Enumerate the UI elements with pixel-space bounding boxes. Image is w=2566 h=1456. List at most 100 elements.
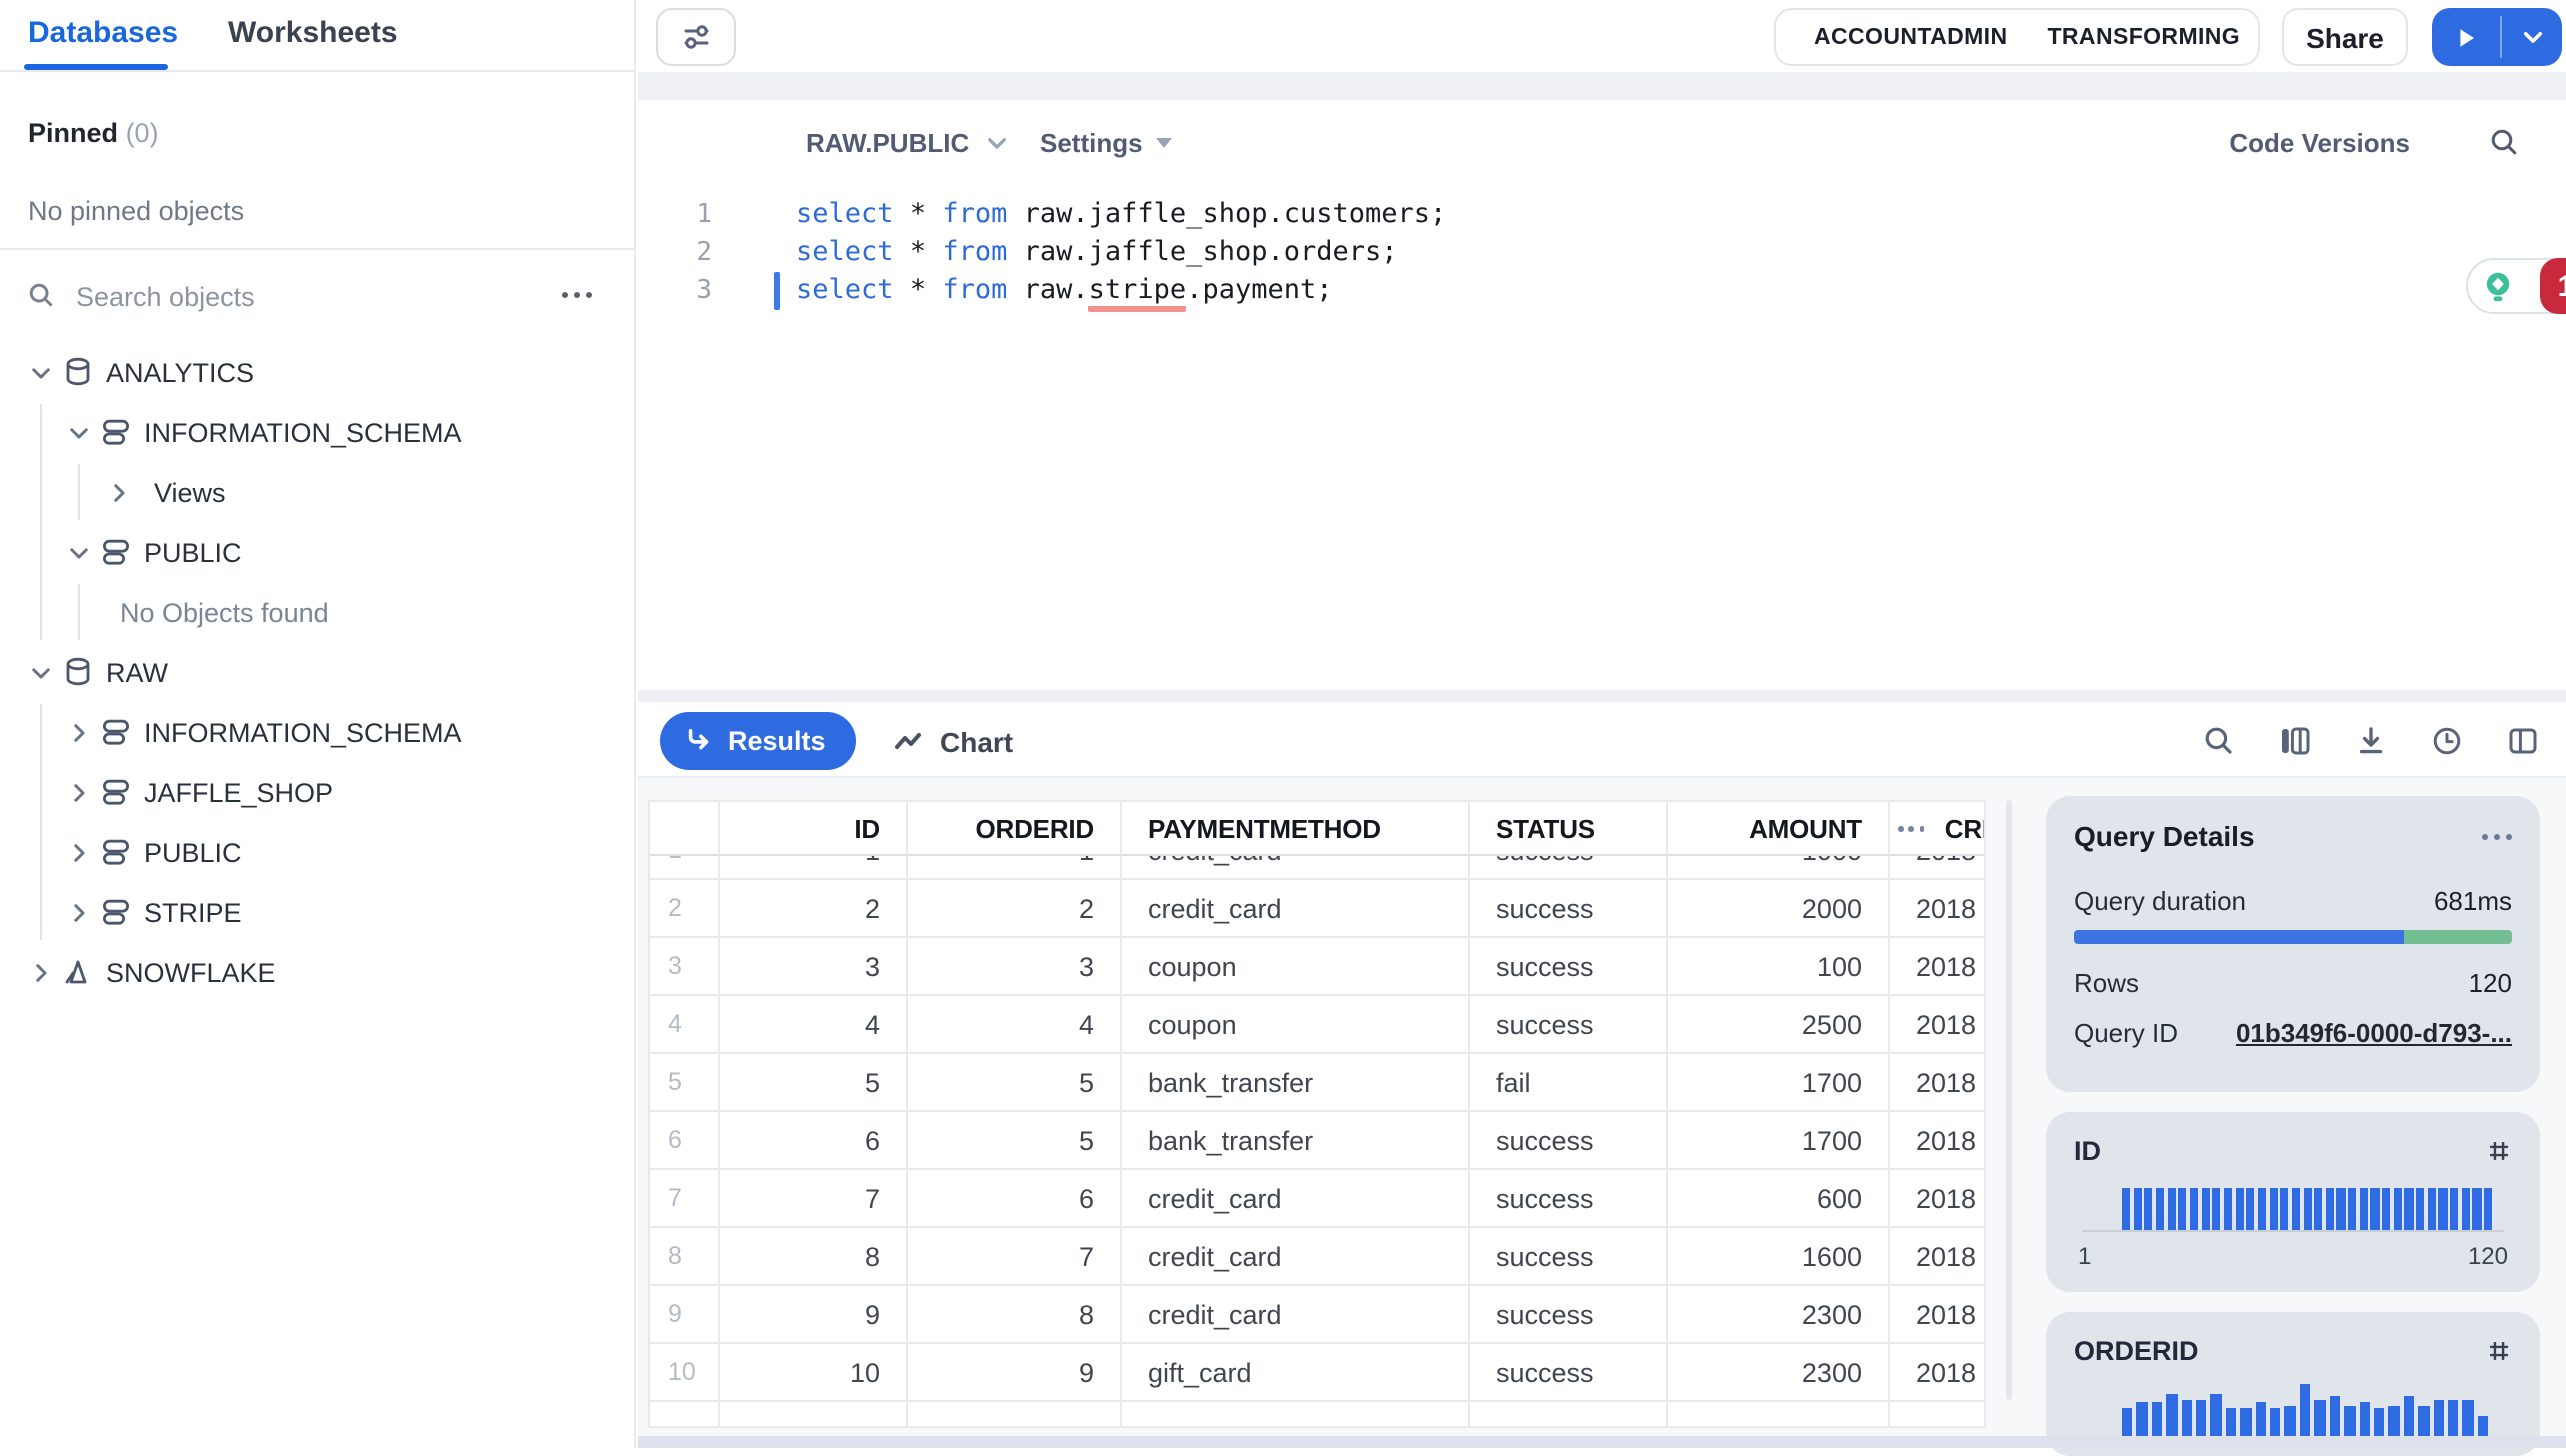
tab-worksheets[interactable]: Worksheets <box>228 16 398 50</box>
editor-search-button[interactable] <box>2488 100 2520 184</box>
sidebar-item-raw-public[interactable]: PUBLIC <box>0 822 636 882</box>
chevron-down-icon[interactable] <box>28 659 54 685</box>
code-line-3[interactable]: select * from raw.stripe.payment; <box>796 272 1333 312</box>
schema-icon <box>100 896 132 928</box>
active-tab-underline <box>24 64 168 70</box>
divider <box>0 248 636 250</box>
numeric-hash-icon <box>2490 1342 2508 1360</box>
sidebar-tabs: Databases Worksheets <box>0 0 634 72</box>
warehouse-label: TRANSFORMING <box>2047 25 2241 49</box>
query-details-menu[interactable] <box>2482 833 2512 839</box>
tab-chart[interactable]: Chart <box>892 712 1013 770</box>
table-row[interactable]: 8 8 7 credit_card success 1600 2018 <box>650 1228 1984 1286</box>
settings-dropdown[interactable]: Settings <box>1040 100 1173 184</box>
table-row[interactable]: 7 7 6 credit_card success 600 2018 <box>650 1170 1984 1228</box>
table-row[interactable]: 10 10 9 gift_card success 2300 2018 <box>650 1344 1984 1402</box>
sidebar-item-jaffle-shop[interactable]: JAFFLE_SHOP <box>0 762 636 822</box>
sliders-icon <box>683 25 708 49</box>
sidebar-item-information-schema[interactable]: INFORMATION_SCHEMA <box>0 402 636 462</box>
line-number: 3 <box>696 276 712 306</box>
run-button[interactable] <box>2432 8 2500 66</box>
rows-row: Rows 120 <box>2074 968 2512 998</box>
role-label: ACCOUNTADMIN <box>1814 25 2008 49</box>
chevron-right-icon[interactable] <box>66 899 92 925</box>
table-row[interactable]: 9 9 8 credit_card success 2300 2018 <box>650 1286 1984 1344</box>
table-row[interactable]: 6 6 5 bank_transfer success 1700 2018 <box>650 1112 1984 1170</box>
sidebar-item-public-analytics[interactable]: PUBLIC <box>0 522 636 582</box>
sidebar-item-raw[interactable]: RAW <box>0 642 636 702</box>
assistant-suggestion-pill[interactable]: 1 <box>2466 258 2566 314</box>
code-line-1[interactable]: select * from raw.jaffle_shop.customers; <box>796 198 1447 230</box>
context-selector[interactable]: ACCOUNTADMIN TRANSFORMING <box>1774 8 2260 66</box>
chevron-down-icon[interactable] <box>28 359 54 385</box>
indent-guide <box>40 704 42 940</box>
main-area: ACCOUNTADMIN TRANSFORMING Share RAW.PUBL… <box>638 0 2566 1456</box>
chevron-right-icon[interactable] <box>66 719 92 745</box>
chevron-right-icon[interactable] <box>66 779 92 805</box>
database-context-dropdown[interactable]: RAW.PUBLIC <box>806 100 1009 184</box>
col-header-status[interactable]: STATUS <box>1470 802 1668 856</box>
sidebar-item-analytics[interactable]: ANALYTICS <box>0 342 636 402</box>
id-stat-title: ID <box>2074 1136 2101 1166</box>
chevron-down-icon[interactable] <box>66 419 92 445</box>
tab-databases[interactable]: Databases <box>28 16 179 50</box>
pinned-count: (0) <box>125 118 159 148</box>
indent-guide <box>78 464 80 520</box>
share-button[interactable]: Share <box>2282 8 2408 66</box>
columns-icon[interactable] <box>2278 724 2312 758</box>
col-header-created[interactable]: CREATED <box>1890 802 1984 856</box>
duration-bar-execution <box>2074 930 2405 944</box>
duration-bar-other <box>2404 930 2512 944</box>
tab-results[interactable]: Results <box>660 712 856 770</box>
col-header-amount[interactable]: AMOUNT <box>1668 802 1890 856</box>
indent-guide <box>40 404 42 640</box>
run-options-button[interactable] <box>2502 8 2562 66</box>
col-header-orderid[interactable]: ORDERID <box>908 802 1122 856</box>
worksheet-filters-button[interactable] <box>656 8 736 66</box>
table-row[interactable]: 4 4 4 coupon success 2500 2018 <box>650 996 1984 1054</box>
lightbulb-icon <box>2482 270 2514 316</box>
column-stats-id-card[interactable]: ID 1 120 <box>2046 1112 2540 1292</box>
table-row[interactable]: 2 2 2 credit_card success 2000 2018 <box>650 880 1984 938</box>
indent-guide <box>78 584 80 640</box>
search-objects-input[interactable] <box>72 272 532 320</box>
split-panel-icon[interactable] <box>2506 724 2540 758</box>
tree-item-label: INFORMATION_SCHEMA <box>144 417 462 447</box>
table-row[interactable]: 3 3 3 coupon success 100 2018 <box>650 938 1984 996</box>
code-versions-button[interactable]: Code Versions <box>2229 127 2410 157</box>
sidebar-item-views[interactable]: Views <box>0 462 636 522</box>
col-header-id[interactable]: ID <box>720 802 908 856</box>
chevron-down-icon[interactable] <box>66 539 92 565</box>
tree-item-label: JAFFLE_SHOP <box>144 777 334 807</box>
line-chart-icon <box>895 732 921 748</box>
table-row-clipped[interactable]: 1 1 1 credit_card success 1000 2018 <box>650 856 1984 880</box>
history-clock-icon[interactable] <box>2430 724 2464 758</box>
table-vertical-scrollbar[interactable] <box>2006 800 2012 1400</box>
chevron-right-icon[interactable] <box>106 479 132 505</box>
tree-item-label: Views <box>154 477 226 507</box>
query-id-link[interactable]: 01b349f6-0000-d793-... <box>2235 1018 2512 1048</box>
search-icon <box>29 283 53 307</box>
table-row[interactable]: 5 5 5 bank_transfer fail 1700 2018 <box>650 1054 1984 1112</box>
column-menu-dots-icon[interactable] <box>1898 826 1925 832</box>
sidebar-item-snowflake[interactable]: SNOWFLAKE <box>0 942 636 1002</box>
horizontal-scrollbar[interactable] <box>638 1436 2566 1448</box>
sidebar-more-menu[interactable] <box>562 292 592 298</box>
tree-item-label: INFORMATION_SCHEMA <box>144 717 462 747</box>
chevron-right-icon[interactable] <box>66 839 92 865</box>
download-icon[interactable] <box>2354 724 2388 758</box>
search-results-icon[interactable] <box>2202 724 2236 758</box>
code-line-2[interactable]: select * from raw.jaffle_shop.orders; <box>796 236 1398 268</box>
sidebar-item-raw-information-schema[interactable]: INFORMATION_SCHEMA <box>0 702 636 762</box>
column-stats-orderid-card[interactable]: ORDERID <box>2046 1312 2540 1456</box>
divider-band <box>638 690 2566 702</box>
col-header-paymentmethod[interactable]: PAYMENTMETHOD <box>1122 802 1470 856</box>
tree-item-label: ANALYTICS <box>106 357 255 387</box>
schema-icon <box>100 776 132 808</box>
sidebar-item-stripe[interactable]: STRIPE <box>0 882 636 942</box>
orderid-stat-title: ORDERID <box>2074 1336 2199 1366</box>
chevron-right-icon[interactable] <box>28 959 54 985</box>
sidebar: Databases Worksheets Pinned (0) No pinne… <box>0 0 636 1448</box>
results-table[interactable]: ID ORDERID PAYMENTMETHOD STATUS AMOUNT C… <box>648 800 1986 1428</box>
